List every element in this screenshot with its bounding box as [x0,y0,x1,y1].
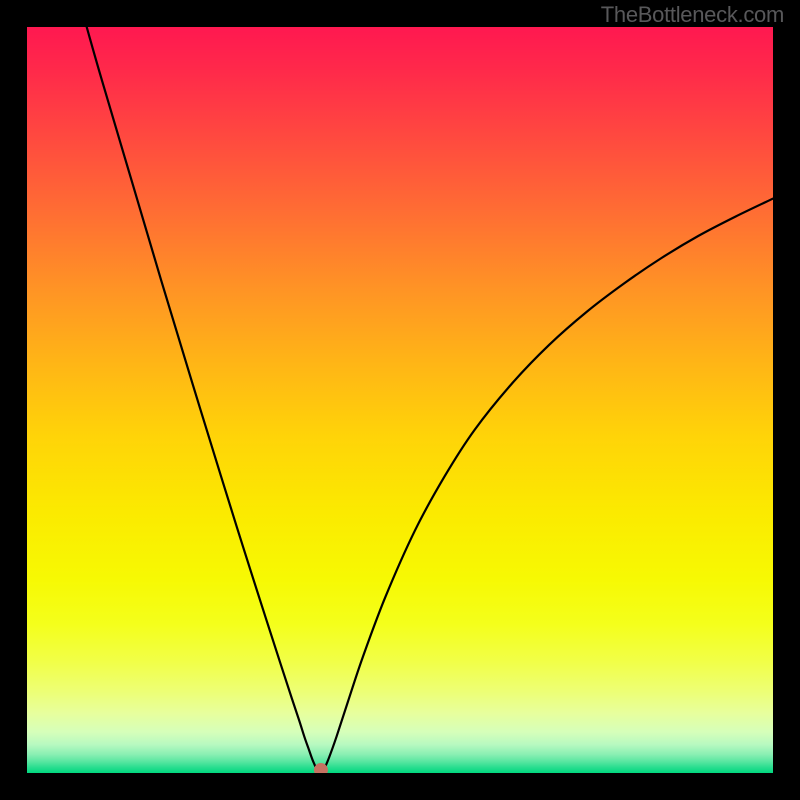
gradient-background [27,27,773,773]
source-watermark: TheBottleneck.com [601,2,784,28]
optimal-point-marker [314,764,327,773]
chart-frame: TheBottleneck.com [0,0,800,800]
plot-area [27,27,773,773]
